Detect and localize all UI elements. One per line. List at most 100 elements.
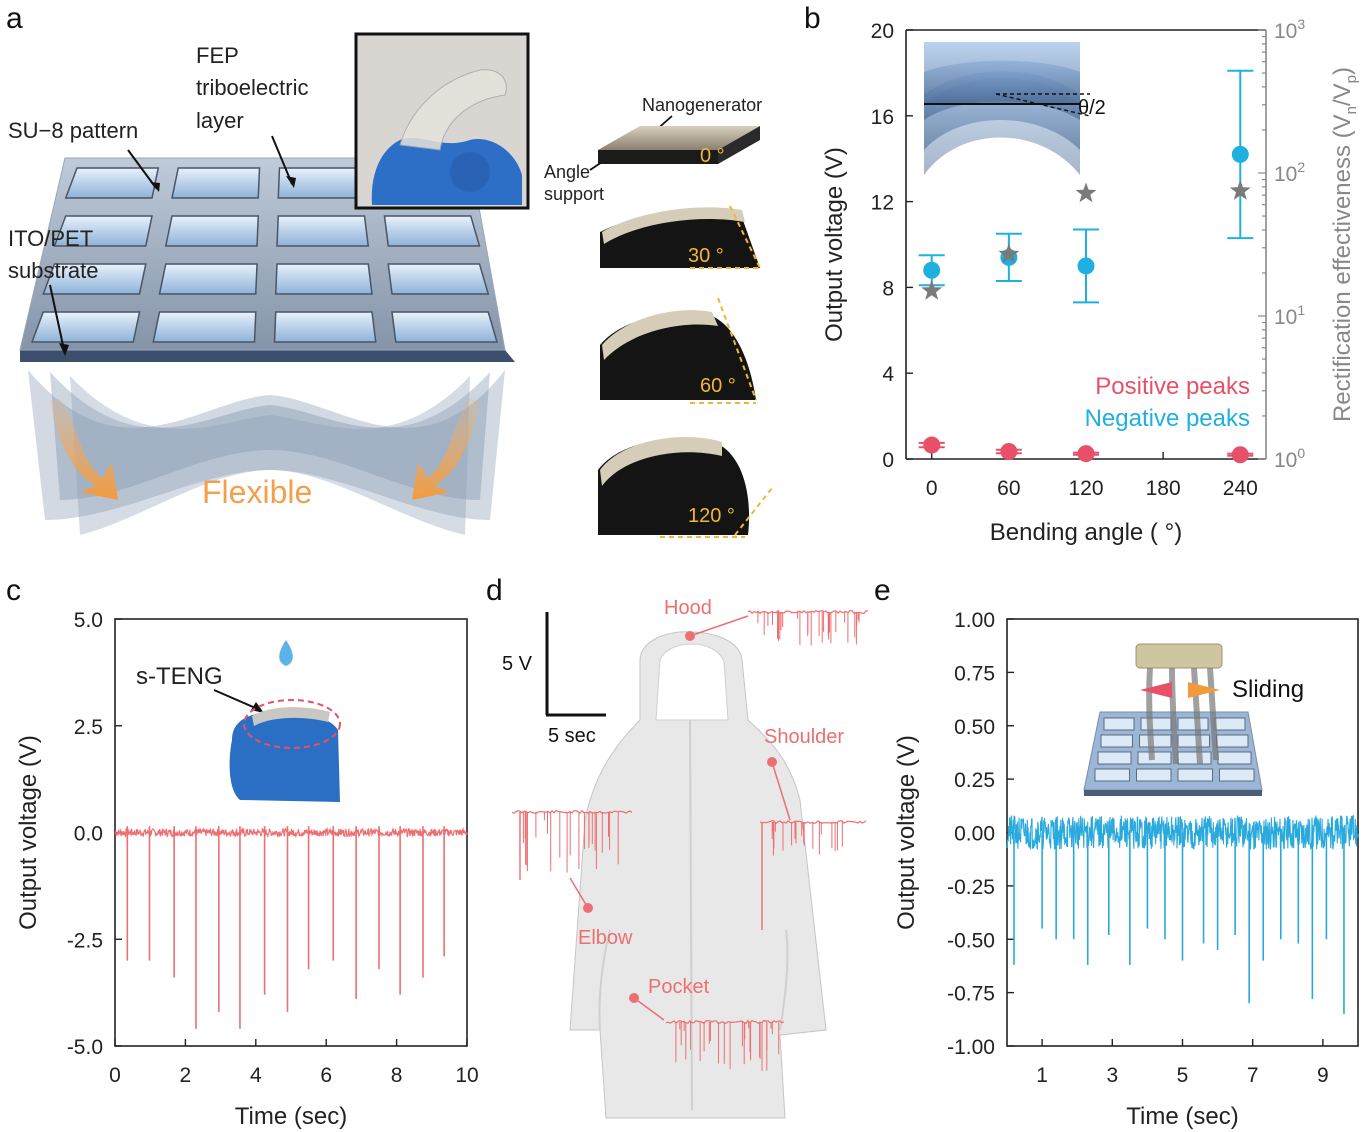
panel-a: a Flexible FEP triboelectric layer <box>6 2 773 538</box>
c-y-tick-label: -2.5 <box>67 929 103 952</box>
location-shoulder-label: Shoulder <box>764 726 844 748</box>
su8-cell <box>42 263 147 295</box>
e-y-axis-title: Output voltage (V) <box>893 735 920 930</box>
b-rectification-star <box>1229 179 1251 200</box>
flex-arrow-left-icon <box>50 398 118 500</box>
slide-arrow-right-icon <box>1188 682 1220 698</box>
panel-e-letter: e <box>874 574 891 607</box>
panel-d: d 5 V 5 sec Hood Shoulder Elbow Pocket <box>486 574 869 1120</box>
sliding-cell <box>1136 768 1172 782</box>
b-x-tick-label: 120 <box>1068 477 1103 500</box>
su8-cell <box>276 215 370 247</box>
legend-positive-peaks: Positive peaks <box>1095 373 1250 400</box>
sliding-cell <box>1177 768 1213 782</box>
raincoat-voltage-traces <box>511 609 869 1071</box>
c-y-tick-label: -5.0 <box>67 1036 103 1059</box>
bent-film-photo <box>354 32 530 210</box>
panel-c-letter: c <box>6 574 21 607</box>
location-pocket-label: Pocket <box>648 976 710 998</box>
legend-negative-peaks: Negative peaks <box>1085 405 1250 432</box>
c-y-tick-label: 2.5 <box>74 716 103 739</box>
b-y2-tick-label: 103 <box>1274 16 1305 43</box>
fep-label: FEP <box>196 43 239 68</box>
su8-cell <box>30 311 141 343</box>
elbow-trace-baseline <box>511 809 633 815</box>
e-y-tick-label: 1.00 <box>954 609 995 632</box>
sliding-cell <box>1103 717 1135 731</box>
su8-cell <box>152 311 257 343</box>
su8-cell <box>274 263 373 295</box>
e-y-tick-label: 0.00 <box>954 823 995 846</box>
su8-cell <box>164 215 260 247</box>
b-y-axis-title: Output voltage (V) <box>821 147 848 342</box>
c-x-tick-label: 10 <box>455 1064 478 1087</box>
su8-cell <box>158 263 258 295</box>
b-rectification-star <box>998 243 1020 264</box>
e-y-tick-label: 0.50 <box>954 716 995 739</box>
b-y2-tick-label: 100 <box>1274 445 1305 472</box>
b-y2-axis-title: Rectification effectiveness (Vn/Vp) <box>1329 67 1360 422</box>
substrate-label: substrate <box>8 258 99 283</box>
slide-arrow-left-icon <box>1140 682 1172 698</box>
c-x-tick-label: 0 <box>109 1064 121 1087</box>
flex-arrow-right-icon <box>412 398 480 500</box>
panel-b-letter: b <box>804 2 821 35</box>
chart-c: 0 2 4 6 8 10 5.0 2.5 0.0 -2.5 -5.0 Time (sec) Output… <box>15 609 479 1130</box>
s-teng-label: s-TENG <box>136 663 223 690</box>
raincoat-photo <box>520 610 846 1120</box>
e-y-tick-label: 0.75 <box>954 662 995 685</box>
bending-angle-inset: θ/2 <box>924 42 1106 175</box>
angle-30-label: 30 ° <box>688 245 724 267</box>
panel-a-letter: a <box>6 2 23 35</box>
angle-label: Angle <box>544 162 590 182</box>
c-noise-trace <box>114 826 468 839</box>
sliding-label: Sliding <box>1232 676 1304 703</box>
water-drop-icon <box>279 640 293 666</box>
su8-cell <box>171 167 261 199</box>
b-x-tick-label: 0 <box>926 477 938 500</box>
location-hood-label: Hood <box>664 597 712 619</box>
sliding-cell <box>1177 717 1209 731</box>
layer-label: layer <box>196 108 244 133</box>
b-data-point <box>1077 445 1095 463</box>
e-y-tick-label: -0.50 <box>947 929 995 952</box>
b-data-point <box>1231 145 1249 163</box>
panel-d-letter: d <box>486 574 503 607</box>
e-x-tick-label: 1 <box>1036 1064 1048 1087</box>
triboelectric-label: triboelectric <box>196 75 308 100</box>
b-data-point <box>1077 257 1095 275</box>
b-rectification-star <box>921 279 943 300</box>
sliding-cell <box>1140 717 1172 731</box>
sliding-cell <box>1100 734 1133 748</box>
sliding-cell <box>1216 734 1249 748</box>
b-y2-tick-label: 102 <box>1274 159 1305 186</box>
e-x-tick-label: 3 <box>1106 1064 1118 1087</box>
su8-cell <box>273 311 377 343</box>
b-y-tick-label: 8 <box>882 277 894 300</box>
su8-cell <box>391 311 498 343</box>
panel-e: e 1 3 5 7 9 1.00 0.75 0.50 0.25 0.00 -0.25 -0.50 -0.… <box>874 574 1359 1130</box>
nanogenerator-label: Nanogenerator <box>642 95 762 115</box>
b-y-tick-label: 20 <box>871 20 894 43</box>
b-y2-tick-label: 101 <box>1274 302 1305 329</box>
sliding-inset: Sliding <box>1083 643 1304 796</box>
flexible-sheets-illustration <box>28 370 505 535</box>
e-x-tick-label: 5 <box>1177 1064 1189 1087</box>
b-x-axis-title: Bending angle ( °) <box>990 519 1182 546</box>
ito-label: ITO/PET <box>8 226 93 251</box>
flexible-label: Flexible <box>202 474 312 510</box>
e-x-tick-label: 9 <box>1317 1064 1329 1087</box>
sliding-cell <box>1177 751 1212 765</box>
e-noise-trace <box>1006 814 1359 850</box>
scale-bar-voltage-label: 5 V <box>502 653 533 675</box>
b-x-tick-label: 180 <box>1146 477 1181 500</box>
b-y-tick-label: 12 <box>871 192 894 215</box>
e-y-tick-label: 0.25 <box>954 769 995 792</box>
b-data-point <box>1000 442 1018 460</box>
b-y-tick-label: 16 <box>871 106 894 129</box>
theta-half-label: θ/2 <box>1078 97 1106 119</box>
b-data-point <box>923 436 941 454</box>
sliding-cell <box>1217 751 1252 765</box>
b-data-point <box>1231 446 1249 464</box>
angle-support-photos: Nanogenerator Angle support 0 ° 30 ° 60 … <box>544 95 773 538</box>
